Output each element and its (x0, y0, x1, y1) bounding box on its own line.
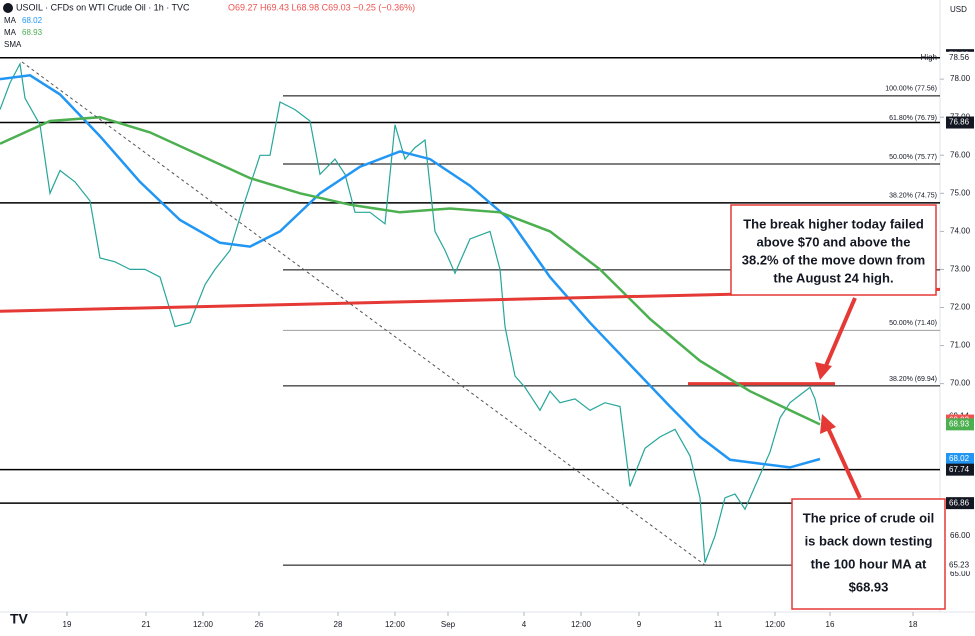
annotation-text: above $70 and above the (757, 234, 911, 249)
series-line (0, 115, 821, 426)
indicator-label: MA (4, 28, 17, 37)
fib-label: 100.00% (77.56) (885, 86, 937, 93)
annotation-text: the August 24 high. (773, 270, 893, 285)
y-tick-label: 70.00 (950, 379, 971, 388)
annotation-box (730, 204, 937, 296)
series-line (0, 74, 821, 469)
y-tick-label: 76.00 (950, 150, 971, 159)
symbol-icon (3, 3, 13, 13)
y-tick-label: 65.00 (950, 569, 971, 578)
price-badge (946, 418, 974, 431)
price-badge-label: 66.86 (949, 498, 970, 507)
arrow-head (815, 362, 832, 380)
high-label: High (921, 53, 937, 62)
fib-label: 50.00% (75.77) (889, 154, 937, 161)
y-tick-label: 78.00 (950, 74, 971, 83)
annotation-text: is back down testing (805, 533, 933, 548)
y-tick-label: 72.00 (950, 303, 971, 312)
price-badge (946, 559, 974, 572)
x-tick-label: 12:00 (765, 620, 786, 629)
price-badge (946, 51, 974, 64)
x-tick-label: 9 (637, 620, 642, 629)
price-badge (946, 463, 974, 476)
ohlc: O69.27 H69.43 L68.98 C69.03 −0.25 (−0.36… (228, 2, 415, 12)
annotation-text: The break higher today failed (743, 216, 924, 231)
y-tick-label: 66.00 (950, 531, 971, 540)
arrow (826, 427, 862, 499)
x-tick-label: 16 (826, 620, 835, 629)
price-badge (946, 116, 974, 129)
indicator-value: 68.02 (22, 16, 43, 25)
indicator-label: SMA (4, 40, 22, 49)
arrow-head (820, 414, 836, 434)
series-line (0, 61, 821, 563)
plot (0, 57, 940, 566)
price-badge-label: 65.23 (949, 560, 970, 569)
y-tick-label: 73.00 (950, 265, 971, 274)
annotation-box (791, 498, 946, 610)
price-badge-label: 67.74 (949, 465, 970, 474)
x-tick-label: 12:00 (571, 620, 592, 629)
logo[interactable]: TV (10, 611, 29, 627)
price-badge-label: 68.93 (949, 419, 970, 428)
price-badge (946, 452, 974, 465)
y-tick-label: 74.00 (950, 226, 971, 235)
x-tick-label: Sep (441, 620, 456, 629)
price-badge (946, 497, 974, 510)
fib-label: 38.20% (69.94) (889, 376, 937, 383)
price-badge-label: 68.02 (949, 454, 970, 463)
x-tick-label: 26 (255, 620, 264, 629)
x-tick-label: 11 (714, 620, 723, 629)
x-tick-label: 4 (522, 620, 527, 629)
x-tick-label: 19 (63, 620, 72, 629)
y-tick-label: 75.00 (950, 188, 971, 197)
fib-label: 50.00% (71.40) (889, 320, 937, 327)
header-bg (0, 0, 420, 15)
price-badge-label: 76.86 (949, 118, 970, 127)
x-tick-label: 21 (142, 620, 151, 629)
y-tick-label: 71.00 (950, 341, 971, 350)
x-tick-label: 28 (334, 620, 343, 629)
x-tick-label: 12:00 (193, 620, 214, 629)
fib-label: 61.80% (76.79) (889, 115, 937, 122)
annotation-text: the 100 hour MA at (811, 556, 927, 571)
annotation-text: The price of crude oil (803, 510, 934, 525)
indicator-label: MA (4, 16, 17, 25)
annotation-text: $68.93 (849, 579, 889, 594)
fib-label: 38.20% (74.75) (889, 193, 937, 200)
x-tick-label: 18 (909, 620, 918, 629)
indicator-value: 68.93 (22, 28, 43, 37)
currency[interactable]: USD (950, 5, 967, 14)
price-badge-label: 78.56 (949, 53, 970, 62)
symbol[interactable]: USOIL · CFDs on WTI Crude Oil · 1h · TVC (16, 2, 190, 12)
x-tick-label: 12:00 (385, 620, 406, 629)
annotation-text: 38.2% of the move down from (742, 252, 925, 267)
arrow (823, 297, 857, 369)
